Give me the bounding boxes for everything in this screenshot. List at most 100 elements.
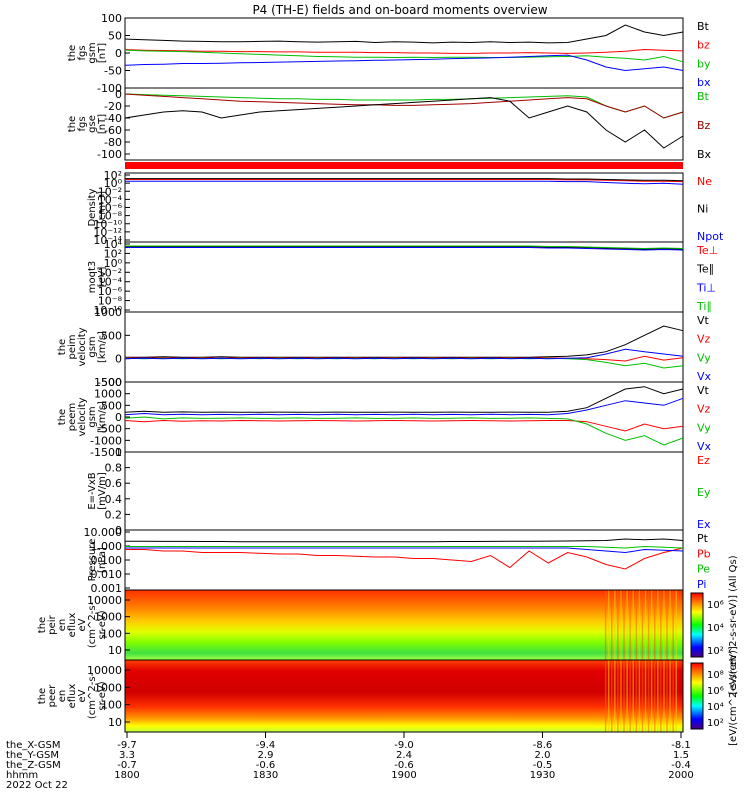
- panel-5-ytick-label: -500: [97, 423, 122, 436]
- spectrogram-9-column: [635, 660, 638, 732]
- panel-9-ylabel-line: en: [57, 690, 68, 703]
- panel-0-legend-by: by: [697, 57, 711, 70]
- panel-0-legend-bx: bx: [697, 76, 711, 89]
- xaxis-value-hhmm: 2000: [668, 770, 693, 781]
- panel-6-legend-Ez: Ez: [697, 454, 710, 467]
- panel-5-legend-Vy: Vy: [697, 421, 711, 434]
- panel-5-ytick-label: -1500: [90, 446, 122, 459]
- xaxis-value-y: 2.9: [258, 750, 274, 761]
- panel-7-ytick-label: 0.100: [91, 554, 123, 567]
- panel-2-ytick-label: 10⁻⁸: [98, 210, 123, 223]
- panel-3-series-Ti∥: [125, 245, 684, 250]
- panel-2-legend-Ne: Ne: [697, 175, 712, 188]
- panel-0-legend-Bt: Bt: [697, 20, 710, 33]
- xaxis-value-hhmm: 1900: [391, 770, 416, 781]
- spectrogram-9-column: [623, 660, 625, 732]
- panel-9-ytick-label: 10: [108, 716, 122, 729]
- panel-6-ylabel-line: [mV/m]: [97, 472, 108, 510]
- spectrogram-9: [125, 660, 683, 732]
- panel-0-ytick-label: 0: [115, 47, 122, 60]
- xaxis-value-y: 1.5: [673, 750, 689, 761]
- panel-8-ytick-label: 1000: [94, 611, 122, 624]
- panel-4-legend-Vz: Vz: [697, 333, 711, 346]
- panel-1-ylabel-line: gse: [87, 115, 98, 133]
- xaxis-value-hhmm: 1800: [114, 770, 139, 781]
- spectrogram-9-column: [660, 660, 662, 732]
- panel-0-series-bz: [124, 48, 684, 54]
- panel-9-ylabel-line: (cm^2-s-: [87, 672, 98, 719]
- panel-6: 0 0.2 0.4 0.6 0.8 1 E=-VxB [mV/m] Ez Ey Ex: [87, 446, 711, 537]
- xaxis-value-x: -8.1: [671, 740, 691, 751]
- spectrogram-8-column: [647, 590, 650, 660]
- panel-0-ytick-label: 100: [101, 12, 122, 25]
- panel-0-ytick-label: 50: [108, 30, 122, 43]
- panel-5-legend-Vx: Vx: [697, 440, 712, 453]
- spectrogram-9-column: [663, 660, 665, 732]
- panel-5-series-Vx: [124, 397, 684, 416]
- panel-5-ytick-label: 500: [101, 399, 122, 412]
- spectrogram-8-column: [626, 590, 628, 660]
- panel-8-ylabel-line: peir: [47, 614, 58, 634]
- panel-5-ytick-label: 1000: [94, 388, 122, 401]
- panel-2-ytick-label: 10⁻¹⁴: [93, 234, 122, 247]
- panel-0-series-bx: [124, 54, 684, 72]
- panel-4-ylabel-line: the: [57, 339, 68, 355]
- panel-2-ylabel-line: Density: [87, 188, 98, 226]
- panel-0-ylabel-line: fgs: [77, 45, 88, 60]
- colorbar-8: [690, 592, 704, 658]
- panel-7-series-Pt: [125, 538, 684, 543]
- panel-3-series-Ti⊥: [125, 247, 684, 251]
- spectrogram-8-column: [660, 590, 662, 660]
- panel-8-ylabel-line: eflux: [67, 613, 78, 638]
- panel-5-series-Vy: [124, 416, 684, 446]
- panel-1-ylabel-line: [nT]: [97, 114, 108, 134]
- panel-0: -100 -50 0 50 100 the fgs gsm [nT] Bt bz by bx: [67, 12, 711, 95]
- panel-4-legend-Vy: Vy: [697, 351, 711, 364]
- panel-4: -500 0 500 1000 the peim velocity gsm [km/s] Vt Vz…: [57, 306, 712, 389]
- panel-2-ytick-label: 10⁻⁴: [98, 193, 123, 206]
- spectrogram-8-column: [623, 590, 625, 660]
- spectrogram-8-column: [644, 590, 647, 660]
- panel-1-series-Bz: [124, 93, 684, 119]
- panel-4-ytick-label: 0: [115, 353, 122, 366]
- panel-2-legend-Npot: Npot: [697, 230, 724, 243]
- spectrogram-8-column: [663, 590, 665, 660]
- panel-1-frame: [124, 87, 684, 161]
- spectrogram-8-column: [611, 590, 613, 660]
- panel-1-ylabel-line: the: [67, 116, 78, 132]
- spectrogram-8: [125, 590, 683, 660]
- panel-6-ytick-label: 0: [115, 524, 122, 537]
- panel-1-ytick-label: -40: [104, 112, 122, 125]
- panel-3-legend-Te∥: Te∥: [696, 263, 714, 276]
- panel-7-legend-Pb: Pb: [697, 547, 711, 560]
- spectrogram-9-column: [657, 660, 659, 732]
- panel-4-ytick-label: 500: [101, 329, 122, 342]
- spectrogram-8-column: [638, 590, 641, 660]
- spectrogram-9-column: [672, 660, 674, 732]
- spectrogram-8-column: [641, 590, 644, 660]
- panel-3-legend-Ti∥: Ti∥: [696, 300, 712, 313]
- colorbar-9: [690, 662, 704, 730]
- xaxis-value-x: -9.4: [256, 740, 276, 751]
- panel-0-ytick-label: -50: [104, 65, 122, 78]
- panel-7-frame: [124, 529, 684, 591]
- xaxis-value-hhmm: 1830: [253, 770, 278, 781]
- figure-title: P4 (TH-E) fields and on-board moments ov…: [252, 3, 547, 17]
- panel-0-ylabel-line: gsm: [87, 42, 98, 63]
- spectrogram-9-column: [611, 660, 613, 732]
- panel-4-series-Vt: [125, 325, 684, 358]
- panel-5-ytick-label: 1500: [94, 376, 122, 389]
- panel-7-ylabel-line: Pressure: [87, 539, 98, 582]
- spectrogram-8-column: [675, 590, 677, 660]
- xaxis-row-label: the_Y-GSM: [6, 750, 59, 761]
- spectrogram-9-column: [644, 660, 647, 732]
- panel-6-ytick-label: 0.8: [105, 462, 123, 475]
- xaxis-value-x: -8.6: [533, 740, 553, 751]
- spectrogram-8-column: [607, 590, 610, 660]
- panel-2-series-Npot: [125, 180, 684, 185]
- spectrogram-8-column: [669, 590, 671, 660]
- panel-3-frame: [124, 241, 684, 313]
- xaxis-value-y: 3.3: [119, 750, 135, 761]
